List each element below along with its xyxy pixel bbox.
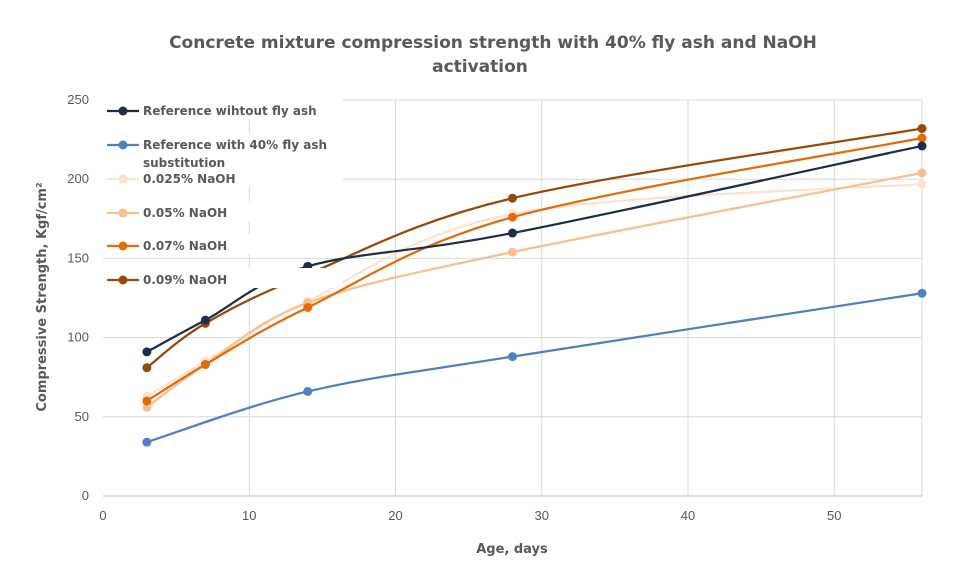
data-point: [917, 133, 927, 143]
legend-label: 0.07% NaOH: [143, 239, 227, 253]
data-point: [917, 168, 927, 178]
y-tick-label: 250: [67, 92, 89, 107]
data-point: [508, 228, 517, 238]
legend-label: 0.05% NaOH: [143, 206, 227, 220]
legend-entry-background: [103, 133, 343, 169]
legend-label: Reference wihtout fly ash: [143, 104, 317, 118]
legend-marker: [118, 241, 128, 251]
legend-entry: 0.07% NaOH: [103, 234, 343, 254]
legend-marker: [118, 140, 128, 150]
series-0: [142, 141, 927, 357]
axes: 0 50 100 150 200 250 0 10 20 30 40 50: [67, 92, 841, 523]
legend-marker: [118, 275, 128, 285]
legend-entry-background: [103, 167, 343, 187]
data-point: [142, 347, 152, 357]
legend-label: 0.025% NaOH: [143, 172, 236, 186]
chart-title-line-2: activation: [432, 57, 528, 77]
y-tick-label: 200: [67, 171, 89, 186]
legend-entry-background: [103, 201, 343, 221]
legend-entry-background: [103, 268, 343, 288]
legend-marker: [118, 208, 128, 218]
y-tick-label: 150: [67, 250, 89, 265]
data-point: [142, 396, 152, 406]
data-point: [303, 386, 313, 396]
y-axis-label: Compressive Strength, Kgf/cm²: [35, 182, 50, 411]
y-tick-label: 0: [82, 488, 89, 503]
legend-label: Reference with 40% fly ash: [143, 138, 327, 152]
data-point: [142, 363, 152, 373]
data-point: [200, 360, 210, 370]
legend-label: substitution: [143, 156, 225, 170]
series-1: [142, 288, 927, 447]
x-tick-label: 50: [827, 508, 841, 523]
x-tick-label: 30: [535, 508, 549, 523]
x-axis-label: Age, days: [476, 542, 548, 557]
legend-entry-background: [103, 99, 343, 119]
series-line: [146, 292, 923, 444]
legend-label: 0.09% NaOH: [143, 273, 227, 287]
x-tick-label: 40: [681, 508, 695, 523]
data-point: [303, 303, 313, 313]
y-tick-label: 100: [67, 330, 89, 345]
data-point: [508, 193, 517, 203]
data-point: [200, 315, 210, 325]
chart-title-line-1: Concrete mixture compression strength wi…: [169, 33, 817, 53]
y-tick-label: 50: [75, 409, 89, 424]
series-layer: [142, 124, 927, 447]
legend-marker: [118, 106, 128, 116]
x-tick-label: 10: [242, 508, 256, 523]
legend-marker: [118, 174, 128, 184]
legend-entry: Reference with 40% fly ash substitution: [103, 133, 343, 170]
series-4: [142, 133, 927, 406]
x-tick-label: 20: [388, 508, 402, 523]
data-point: [917, 179, 927, 189]
data-point: [508, 352, 517, 362]
x-tick-label: 0: [99, 508, 106, 523]
legend-entry: 0.025% NaOH: [103, 167, 343, 187]
data-point: [142, 437, 152, 447]
legend-entry: Reference wihtout fly ash: [103, 99, 343, 119]
legend-entry: 0.05% NaOH: [103, 201, 343, 221]
legend-entry: 0.09% NaOH: [103, 268, 343, 288]
data-point: [508, 212, 517, 222]
data-point: [917, 124, 927, 134]
legend-entry-background: [103, 234, 343, 254]
legend: Reference wihtout fly ash Reference with …: [103, 99, 343, 288]
data-point: [142, 402, 152, 412]
data-point: [508, 247, 517, 257]
data-point: [917, 141, 927, 151]
data-point: [917, 288, 927, 298]
